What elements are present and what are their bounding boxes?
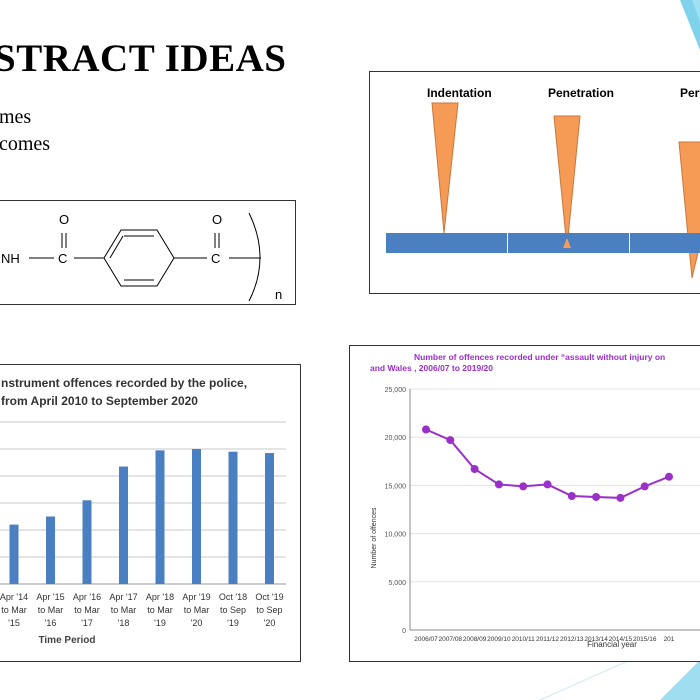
line-point-7 xyxy=(567,492,576,501)
repeat-bracket xyxy=(248,212,261,302)
oxygen-label-1: O xyxy=(59,212,69,227)
line-x-tick-label: 2007/08 xyxy=(439,636,463,643)
line-x-tick-label: 2010/11 xyxy=(512,636,535,643)
indentation-label: Indentation xyxy=(427,86,492,100)
bar-tick-label: to Sep xyxy=(220,605,246,615)
line-y-tick-label: 0 xyxy=(402,628,406,635)
bar-tick-label: '18 xyxy=(118,618,130,628)
line-point-10 xyxy=(640,482,649,491)
repeat-n-label: n xyxy=(275,287,282,302)
bar-tick-label: to Mar xyxy=(38,605,64,615)
bar-tick-label: '19 xyxy=(227,618,239,628)
line-x-tick-label: 2009/10 xyxy=(487,636,511,643)
line-y-tick-label: 5,000 xyxy=(388,580,406,587)
bar-5 xyxy=(155,450,165,584)
line-chart-title-2: and Wales , 2006/07 to 2019/20 xyxy=(370,363,493,373)
bar-tick-label: to Mar xyxy=(74,605,100,615)
bar-2 xyxy=(46,516,55,584)
bar-chart-box: nstrument offences recorded by the polic… xyxy=(0,364,301,662)
line-x-tick-label: 2006/07 xyxy=(414,636,438,643)
bar-chart-title: nstrument offences recorded by the polic… xyxy=(1,376,247,390)
polymer-structure-diagram: NH C O C O n xyxy=(1,212,282,302)
line-x-tick-label: 2015/16 xyxy=(633,636,657,643)
line-chart-title-1: Number of offences recorded under “assau… xyxy=(414,352,665,362)
penetration-label: Penetration xyxy=(548,86,614,100)
line-point-6 xyxy=(543,480,552,489)
line-chart-xlabel: Financial year xyxy=(587,640,637,649)
carbon-label-2: C xyxy=(211,251,220,266)
bar-tick-label: to Mar xyxy=(1,605,27,615)
line-point-1 xyxy=(422,425,430,434)
chemical-structure-box: NH C O C O n xyxy=(0,200,296,305)
plate-segment-1 xyxy=(386,233,507,253)
decorative-accent-shape-bottom xyxy=(539,659,700,700)
bar-tick-label: Apr '19 xyxy=(182,592,210,602)
line-y-tick-label: 10,000 xyxy=(385,532,407,539)
bar-tick-label: Apr '16 xyxy=(73,592,101,602)
bar-tick-label: '19 xyxy=(154,618,166,628)
bar-1 xyxy=(9,524,19,584)
oxygen-label-2: O xyxy=(212,212,222,227)
line-point-5 xyxy=(519,482,528,491)
bar-tick-label: '16 xyxy=(45,618,57,628)
bar-chart-xlabel: Time Period xyxy=(38,635,95,646)
bar-tick-label: '15 xyxy=(8,618,20,628)
line-y-tick-label: 25,000 xyxy=(385,387,407,394)
bar-tick-label: to Mar xyxy=(184,605,210,615)
bar-chart: nstrument offences recorded by the polic… xyxy=(0,376,286,646)
bar-chart-subtitle: from April 2010 to September 2020 xyxy=(1,394,198,408)
bar-8 xyxy=(265,453,274,584)
line-point-3 xyxy=(470,465,479,474)
line-point-4 xyxy=(494,480,503,489)
indentation-diagram: Indentation Penetration Perf xyxy=(386,86,700,279)
line-chart-box: Number of offences recorded under “assau… xyxy=(349,345,700,662)
bar-tick-label: '17 xyxy=(81,618,93,628)
line-point-9 xyxy=(616,493,625,502)
line-y-tick-label: 20,000 xyxy=(385,435,407,442)
bar-tick-label: Apr '14 xyxy=(0,592,28,602)
bar-6 xyxy=(192,449,201,584)
carbon-label-1: C xyxy=(58,251,67,266)
bar-tick-label: to Mar xyxy=(147,605,173,615)
decorative-accent-shape xyxy=(680,0,700,50)
indenter-tool-2 xyxy=(553,115,581,249)
bar-tick-label: '20 xyxy=(191,618,203,628)
perforation-label: Perf xyxy=(680,86,700,100)
indenter-tool-1 xyxy=(431,102,459,234)
bar-tick-label: Apr '17 xyxy=(109,592,137,602)
bar-tick-label: Apr '18 xyxy=(146,592,174,602)
plate-segment-3 xyxy=(630,233,700,253)
bar-tick-label: Oct '19 xyxy=(255,592,283,602)
bar-tick-label: to Mar xyxy=(111,605,137,615)
line-y-tick-label: 15,000 xyxy=(385,483,407,490)
bullet-text-1: mes xyxy=(0,106,32,128)
line-x-tick-label: 2013/14 xyxy=(584,636,608,643)
line-x-tick-label: 2008/09 xyxy=(463,636,487,643)
bar-7 xyxy=(228,451,238,584)
bar-4 xyxy=(119,466,128,584)
line-point-2 xyxy=(446,436,455,445)
line-x-tick-label: 2012/13 xyxy=(560,636,584,643)
nh-label: NH xyxy=(1,251,20,266)
bar-tick-label: Oct '18 xyxy=(219,592,247,602)
bar-3 xyxy=(82,500,92,584)
benzene-ring xyxy=(103,229,175,287)
bar-tick-label: '20 xyxy=(264,618,276,628)
slide-title: STRACT IDEAS xyxy=(0,37,287,80)
line-point-11 xyxy=(665,472,673,481)
bullet-text-2: comes xyxy=(0,133,51,155)
line-chart-ylabel: Number of offences xyxy=(371,507,378,568)
bar-tick-label: Apr '15 xyxy=(36,592,64,602)
indentation-figure-box: Indentation Penetration Perf xyxy=(369,71,700,294)
line-point-8 xyxy=(592,492,601,501)
line-x-tick-label: 201 xyxy=(664,636,675,643)
bar-tick-label: to Sep xyxy=(256,605,282,615)
line-chart: Number of offences recorded under “assau… xyxy=(370,352,700,649)
line-x-tick-label: 2014/15 xyxy=(609,636,633,643)
indenter-tool-3 xyxy=(678,141,700,279)
line-x-tick-label: 2011/12 xyxy=(536,636,559,643)
